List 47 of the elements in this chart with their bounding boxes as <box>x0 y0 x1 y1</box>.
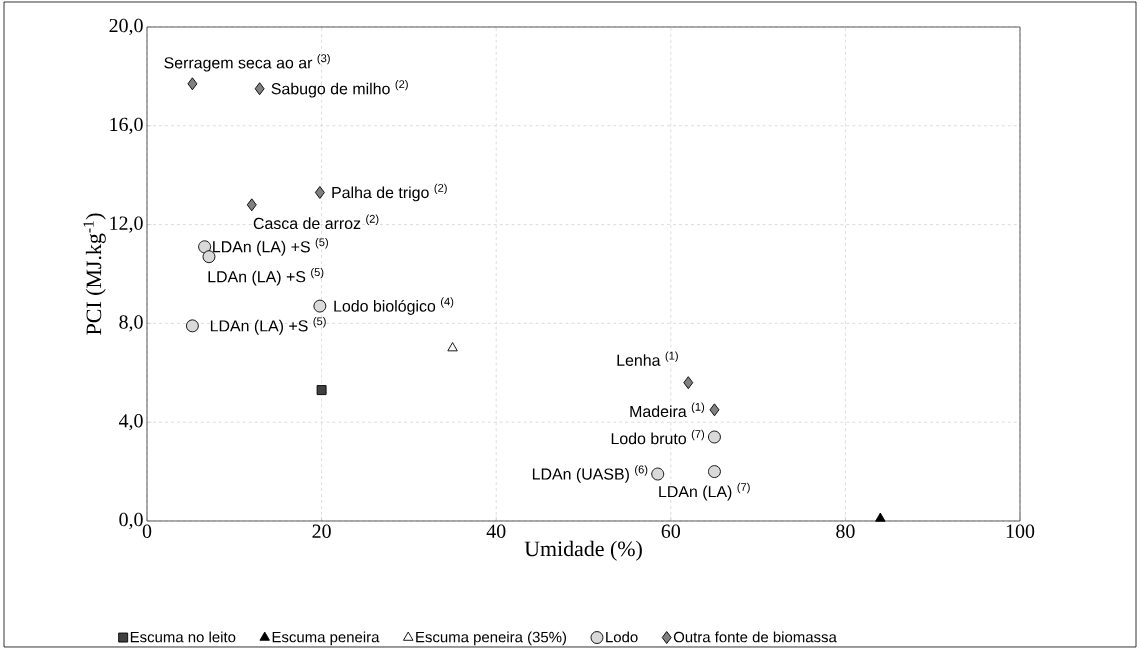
y-tick-label: 4,0 <box>118 414 143 431</box>
legend-label: Outra fonte de biomassa <box>673 631 837 643</box>
point <box>683 376 694 390</box>
legend-label: Lodo <box>606 631 638 643</box>
point <box>651 467 665 481</box>
annotation: Madeira $^{(1)}$ <box>630 402 705 418</box>
point <box>316 385 327 396</box>
annotation: LDAn (UASB) $^{(6)}$ <box>532 465 648 483</box>
x-tick-label: 60 <box>661 524 681 538</box>
point <box>313 299 327 313</box>
point <box>185 319 199 333</box>
point <box>246 198 257 212</box>
y-tick-label: 12,0 <box>110 216 143 233</box>
x-axis-title: Umidade (%) <box>524 540 642 561</box>
point <box>875 512 886 522</box>
point <box>187 77 198 91</box>
y-tick-label: 20,0 <box>109 18 143 36</box>
annotation: Lodo bruto $^{(7)}$ <box>611 429 705 445</box>
x-tick-label: 20 <box>312 524 331 538</box>
annotation: LDAn (LA) $^{(7)}$ <box>659 482 750 501</box>
legend-label: Escuma peneira <box>272 631 380 646</box>
annotation: LDAn (LA) +S $^{(5)}$ <box>213 238 328 256</box>
y-axis-title: PCI (MJ.kg$^{-1}$) <box>83 213 106 335</box>
y-tick-label: 0,0 <box>119 512 143 530</box>
y-tick-label: 16,0 <box>110 117 143 134</box>
x-tick-label: 0 <box>142 524 152 538</box>
point <box>198 240 212 254</box>
annotation: Lodo biológico $^{(4)}$ <box>334 297 454 315</box>
annotation: LDAn (LA) +S $^{(5)}$ <box>208 267 324 286</box>
annotation: Casca de arroz $^{(2)}$ <box>253 214 379 230</box>
y-tick-label: 8,0 <box>119 315 143 332</box>
legend-label: Escuma peneira (35%) <box>416 631 567 646</box>
point <box>709 403 720 417</box>
point <box>447 342 458 352</box>
annotation: Lenha $^{(1)}$ <box>617 351 678 366</box>
x-tick-label: 100 <box>1006 524 1035 538</box>
point <box>708 430 721 444</box>
annotation: Serragem seca ao ar $^{(3)}$ <box>164 53 330 72</box>
annotation: Palha de trigo $^{(2)}$ <box>332 183 447 202</box>
annotation: Sabugo de milho $^{(2)}$ <box>271 79 408 98</box>
x-tick-label: 80 <box>836 524 855 538</box>
legend-label: Escuma no leito <box>130 631 236 643</box>
point <box>314 186 325 199</box>
point <box>254 82 265 96</box>
point <box>708 465 721 479</box>
x-tick-label: 40 <box>486 524 506 538</box>
annotation: LDAn (LA) +S $^{(5)}$ <box>210 317 326 335</box>
